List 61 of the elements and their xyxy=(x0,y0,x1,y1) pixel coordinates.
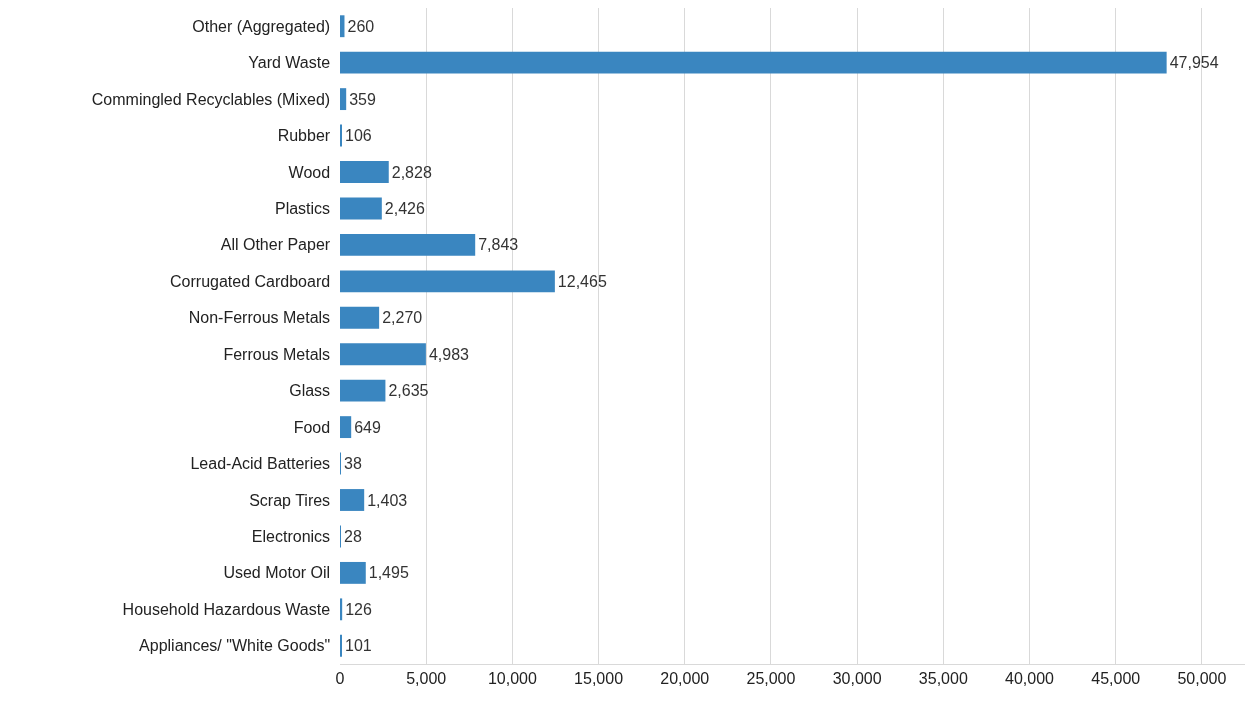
data-label: 1,495 xyxy=(368,564,409,582)
y-tick-label: Non-Ferrous Metals xyxy=(188,309,339,327)
data-label: 101 xyxy=(345,637,372,655)
x-tick-label: 45,000 xyxy=(1091,670,1141,688)
bar xyxy=(340,379,386,402)
bar xyxy=(340,233,476,256)
data-label: 126 xyxy=(345,600,372,618)
x-tick-label: 30,000 xyxy=(832,670,882,688)
data-label: 649 xyxy=(354,418,381,436)
bar xyxy=(340,416,352,439)
y-tick-label: Scrap Tires xyxy=(249,491,339,509)
x-tick-label: 50,000 xyxy=(1177,670,1227,688)
y-tick-label: Ferrous Metals xyxy=(223,345,339,363)
x-tick-label: 10,000 xyxy=(487,670,537,688)
bar xyxy=(340,88,347,111)
x-tick-label: 20,000 xyxy=(660,670,710,688)
data-label: 28 xyxy=(344,527,362,545)
bar xyxy=(340,306,380,329)
y-tick-label: Commingled Recyclables (Mixed) xyxy=(91,90,339,108)
data-label: 12,465 xyxy=(557,272,607,290)
y-tick-label: Other (Aggregated) xyxy=(192,17,339,35)
y-tick-label: Rubber xyxy=(277,127,339,145)
bar xyxy=(340,51,1167,74)
data-label: 47,954 xyxy=(1169,54,1219,72)
bar xyxy=(340,598,343,621)
data-label: 359 xyxy=(349,90,376,108)
x-tick-label: 5,000 xyxy=(406,670,447,688)
x-tick-label: 0 xyxy=(335,670,345,688)
x-tick-label: 15,000 xyxy=(574,670,624,688)
bar xyxy=(340,561,366,584)
data-label: 2,426 xyxy=(384,199,425,217)
data-label: 4,983 xyxy=(428,345,470,363)
bar xyxy=(340,197,382,220)
data-label: 38 xyxy=(344,455,362,473)
bar xyxy=(340,270,555,293)
data-label: 106 xyxy=(345,127,372,145)
data-label: 1,403 xyxy=(367,491,408,509)
y-tick-label: Electronics xyxy=(251,528,339,546)
data-label: 7,843 xyxy=(478,236,519,254)
bar xyxy=(340,343,426,366)
data-label: 2,635 xyxy=(388,382,429,400)
y-tick-label: Household Hazardous Waste xyxy=(122,600,339,618)
bar xyxy=(340,15,345,38)
y-tick-label: All Other Paper xyxy=(220,236,339,254)
y-tick-label: Plastics xyxy=(274,200,339,218)
y-tick-label: Wood xyxy=(288,163,339,181)
y-tick-label: Appliances/ "White Goods" xyxy=(139,637,339,655)
data-label: 260 xyxy=(347,17,375,35)
data-label: 2,270 xyxy=(382,309,423,327)
y-tick-label: Used Motor Oil xyxy=(223,564,339,582)
x-tick-label: 25,000 xyxy=(746,670,796,688)
y-tick-label: Corrugated Cardboard xyxy=(170,272,339,290)
y-tick-label: Food xyxy=(293,418,339,436)
x-tick-label: 35,000 xyxy=(918,670,968,688)
data-label: 2,828 xyxy=(391,163,432,181)
bar xyxy=(340,489,365,511)
y-tick-label: Lead-Acid Batteries xyxy=(190,455,339,473)
bar xyxy=(340,161,389,183)
y-tick-label: Glass xyxy=(289,382,339,400)
x-tick-label: 40,000 xyxy=(1005,670,1055,688)
y-tick-label: Yard Waste xyxy=(248,54,339,72)
